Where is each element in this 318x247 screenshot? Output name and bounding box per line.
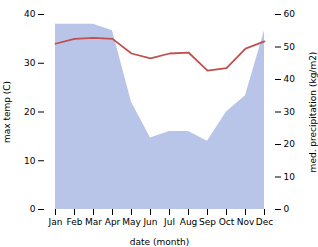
svg-text:med. precipitation (kg/m2): med. precipitation (kg/m2) [308,52,318,173]
svg-text:Jul: Jul [163,217,175,227]
svg-text:Mar: Mar [85,217,102,227]
svg-text:Feb: Feb [67,217,83,227]
svg-text:May: May [122,217,141,227]
svg-text:30: 30 [284,107,296,117]
svg-text:30: 30 [24,58,36,68]
svg-text:40: 40 [284,74,296,84]
svg-text:date (month): date (month) [130,237,189,247]
svg-text:50: 50 [284,42,296,52]
svg-text:10: 10 [284,172,296,182]
svg-text:max temp (C): max temp (C) [2,81,12,143]
svg-text:Sep: Sep [199,217,216,227]
svg-text:60: 60 [284,9,296,19]
svg-text:Jan: Jan [48,217,63,227]
svg-text:Apr: Apr [105,217,121,227]
svg-text:0: 0 [30,204,36,214]
svg-text:Jun: Jun [142,217,157,227]
svg-text:Oct: Oct [219,217,235,227]
svg-text:Nov: Nov [237,217,255,227]
svg-text:Aug: Aug [180,217,198,227]
svg-text:20: 20 [24,107,36,117]
svg-text:40: 40 [24,9,36,19]
svg-text:20: 20 [284,139,296,149]
svg-text:10: 10 [24,156,36,166]
svg-text:0: 0 [284,204,290,214]
svg-text:Dec: Dec [256,217,273,227]
